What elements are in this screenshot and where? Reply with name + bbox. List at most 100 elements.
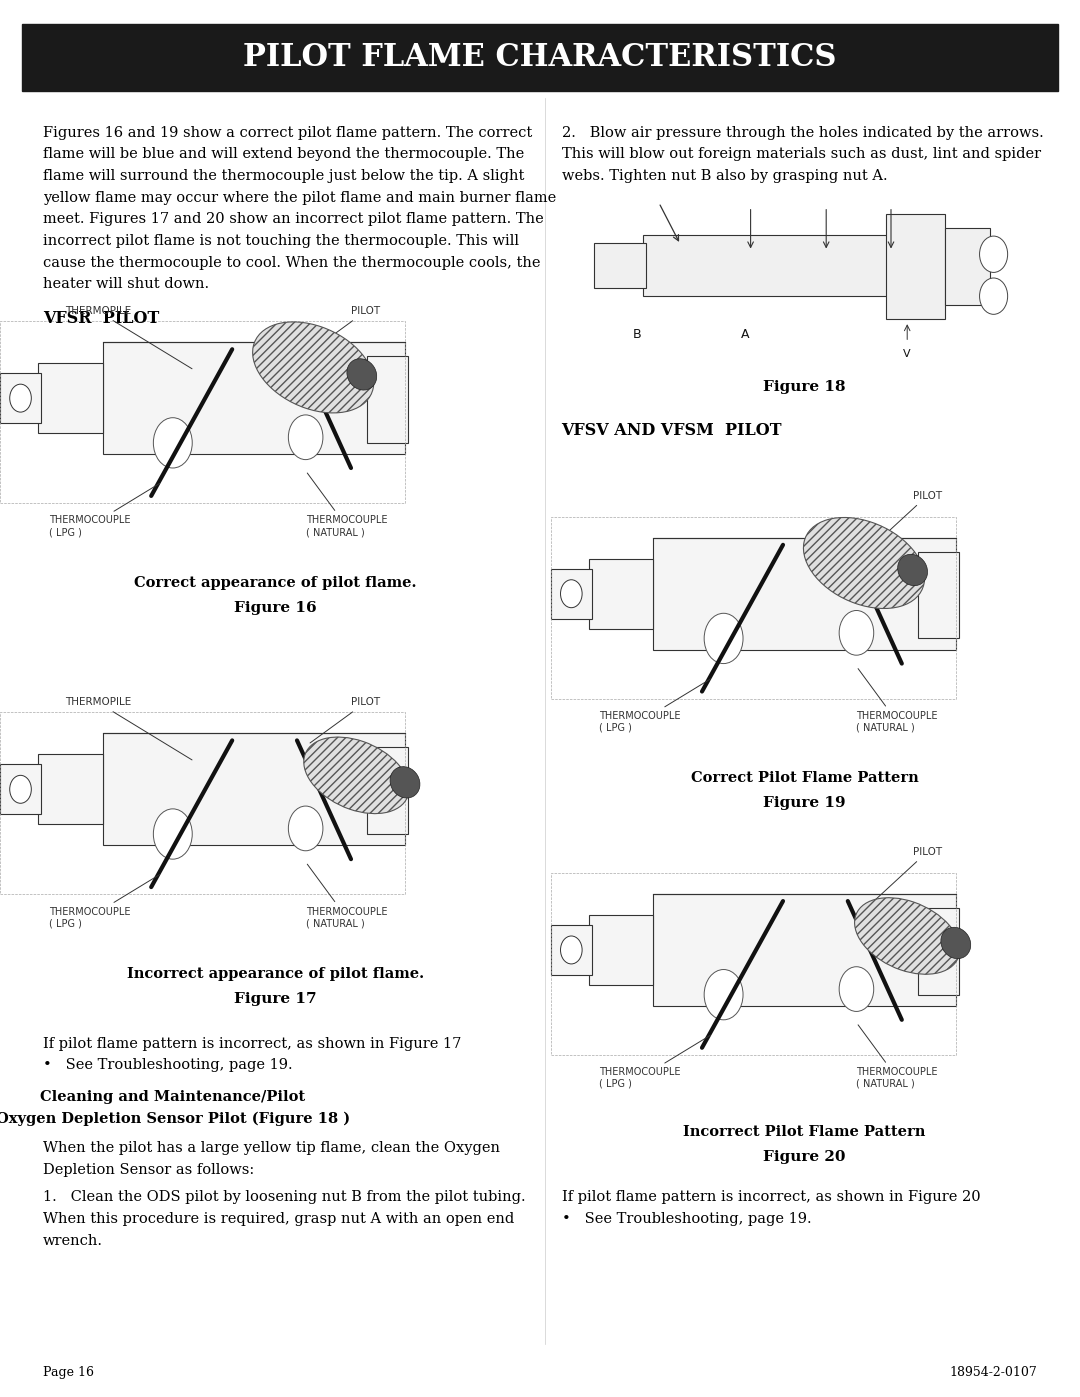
Text: cause the thermocouple to cool. When the thermocouple cools, the: cause the thermocouple to cool. When the… (43, 256, 541, 270)
Text: THERMOCOUPLE
( LPG ): THERMOCOUPLE ( LPG ) (49, 483, 160, 536)
Circle shape (980, 278, 1008, 314)
Bar (38, 363, 103, 433)
Circle shape (980, 236, 1008, 272)
Text: Figure 19: Figure 19 (764, 796, 846, 810)
Ellipse shape (854, 898, 960, 974)
Text: When the pilot has a large yellow tip flame, clean the Oxygen: When the pilot has a large yellow tip fl… (43, 1141, 500, 1155)
Text: Incorrect Pilot Flame Pattern: Incorrect Pilot Flame Pattern (684, 1125, 926, 1139)
Text: 2.   Blow air pressure through the holes indicated by the arrows.: 2. Blow air pressure through the holes i… (562, 126, 1043, 140)
Bar (38, 754, 103, 824)
Bar (0, 321, 405, 503)
Bar (551, 925, 592, 975)
Text: •   See Troubleshooting, page 19.: • See Troubleshooting, page 19. (43, 1059, 293, 1073)
Bar (589, 559, 653, 629)
Bar (594, 243, 646, 288)
Bar (653, 894, 956, 1006)
Circle shape (10, 384, 31, 412)
Bar (886, 214, 945, 319)
Text: V: V (903, 349, 912, 359)
Bar (589, 915, 653, 985)
Text: If pilot flame pattern is incorrect, as shown in Figure 17: If pilot flame pattern is incorrect, as … (43, 1037, 461, 1051)
Text: This will blow out foreign materials such as dust, lint and spider: This will blow out foreign materials suc… (562, 147, 1041, 162)
Text: PILOT: PILOT (310, 697, 380, 743)
Bar (367, 356, 408, 443)
Text: yellow flame may occur where the pilot flame and main burner flame: yellow flame may occur where the pilot f… (43, 190, 556, 205)
Text: A: A (741, 328, 750, 341)
Circle shape (839, 610, 874, 655)
Circle shape (153, 809, 192, 859)
Bar (918, 908, 959, 995)
Bar (0, 373, 41, 423)
Bar (103, 342, 405, 454)
Text: PILOT: PILOT (872, 490, 942, 548)
Text: flame will be blue and will extend beyond the thermocouple. The: flame will be blue and will extend beyon… (43, 147, 525, 162)
Text: Correct Pilot Flame Pattern: Correct Pilot Flame Pattern (691, 771, 918, 785)
Bar (643, 235, 956, 296)
Text: Figure 20: Figure 20 (764, 1150, 846, 1164)
Ellipse shape (897, 555, 928, 585)
Circle shape (288, 415, 323, 460)
Text: flame will surround the thermocouple just below the tip. A slight: flame will surround the thermocouple jus… (43, 169, 525, 183)
Text: B: B (633, 328, 642, 341)
Circle shape (288, 806, 323, 851)
Circle shape (561, 936, 582, 964)
Text: Oxygen Depletion Sensor Pilot (Figure 18 ): Oxygen Depletion Sensor Pilot (Figure 18… (0, 1112, 350, 1126)
Text: Figure 17: Figure 17 (234, 992, 316, 1006)
Text: VFSV AND VFSM  PILOT: VFSV AND VFSM PILOT (562, 422, 782, 439)
Bar (653, 538, 956, 650)
Text: 18954-2-0107: 18954-2-0107 (949, 1366, 1037, 1379)
Text: Figure 16: Figure 16 (234, 601, 316, 615)
Text: THERMOCOUPLE
( NATURAL ): THERMOCOUPLE ( NATURAL ) (856, 669, 937, 732)
Circle shape (704, 970, 743, 1020)
Bar (0, 764, 41, 814)
Ellipse shape (941, 928, 971, 958)
Bar (103, 733, 405, 845)
Bar (918, 552, 959, 638)
Bar (367, 747, 408, 834)
Text: incorrect pilot flame is not touching the thermocouple. This will: incorrect pilot flame is not touching th… (43, 233, 519, 249)
Ellipse shape (347, 359, 377, 390)
Text: 1.   Clean the ODS pilot by loosening nut B from the pilot tubing.: 1. Clean the ODS pilot by loosening nut … (43, 1190, 526, 1204)
Text: Depletion Sensor as follows:: Depletion Sensor as follows: (43, 1162, 255, 1178)
Text: THERMOCOUPLE
( LPG ): THERMOCOUPLE ( LPG ) (49, 875, 160, 928)
Text: wrench.: wrench. (43, 1234, 104, 1248)
Text: THERMOCOUPLE
( LPG ): THERMOCOUPLE ( LPG ) (599, 1035, 711, 1088)
Text: PILOT FLAME CHARACTERISTICS: PILOT FLAME CHARACTERISTICS (243, 42, 837, 73)
Text: Correct appearance of pilot flame.: Correct appearance of pilot flame. (134, 576, 417, 590)
Circle shape (561, 580, 582, 608)
Text: When this procedure is required, grasp nut A with an open end: When this procedure is required, grasp n… (43, 1211, 514, 1227)
Bar (551, 569, 592, 619)
Ellipse shape (303, 738, 409, 813)
Text: THERMOCOUPLE
( NATURAL ): THERMOCOUPLE ( NATURAL ) (306, 865, 387, 928)
Text: PILOT: PILOT (872, 847, 942, 904)
Bar (551, 873, 956, 1055)
Text: PILOT: PILOT (310, 306, 380, 352)
Text: webs. Tighten nut B also by grasping nut A.: webs. Tighten nut B also by grasping nut… (562, 169, 888, 183)
Ellipse shape (390, 767, 420, 798)
Text: Incorrect appearance of pilot flame.: Incorrect appearance of pilot flame. (126, 967, 424, 981)
Text: Figure 18: Figure 18 (764, 380, 846, 394)
Ellipse shape (804, 517, 924, 609)
Text: Figures 16 and 19 show a correct pilot flame pattern. The correct: Figures 16 and 19 show a correct pilot f… (43, 126, 532, 140)
Text: THERMOCOUPLE
( NATURAL ): THERMOCOUPLE ( NATURAL ) (306, 474, 387, 536)
Circle shape (704, 613, 743, 664)
Bar (0, 712, 405, 894)
Text: THERMOCOUPLE
( NATURAL ): THERMOCOUPLE ( NATURAL ) (856, 1025, 937, 1088)
Text: •   See Troubleshooting, page 19.: • See Troubleshooting, page 19. (562, 1211, 811, 1227)
Bar (551, 517, 956, 698)
Text: Cleaning and Maintenance/Pilot: Cleaning and Maintenance/Pilot (40, 1090, 306, 1104)
Text: THERMOPILE: THERMOPILE (65, 306, 192, 369)
Text: If pilot flame pattern is incorrect, as shown in Figure 20: If pilot flame pattern is incorrect, as … (562, 1190, 981, 1204)
Text: THERMOPILE: THERMOPILE (65, 697, 192, 760)
Text: Page 16: Page 16 (43, 1366, 94, 1379)
Bar (22, 24, 1058, 91)
Ellipse shape (253, 321, 374, 414)
Bar (945, 228, 990, 305)
Text: meet. Figures 17 and 20 show an incorrect pilot flame pattern. The: meet. Figures 17 and 20 show an incorrec… (43, 212, 544, 226)
Circle shape (153, 418, 192, 468)
Text: VFSR  PILOT: VFSR PILOT (43, 310, 160, 327)
Text: THERMOCOUPLE
( LPG ): THERMOCOUPLE ( LPG ) (599, 679, 711, 732)
Circle shape (10, 775, 31, 803)
Text: heater will shut down.: heater will shut down. (43, 277, 210, 292)
Circle shape (839, 967, 874, 1011)
